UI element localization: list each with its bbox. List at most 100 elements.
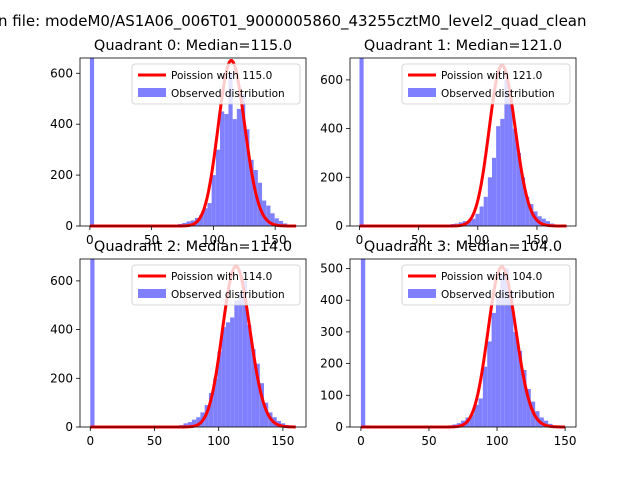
histogram-bar (241, 93, 246, 227)
subplot-3: Quadrant 3: Median=104.0 0 50 100 150 0 100 200… (320, 239, 576, 448)
histogram-bar (474, 404, 479, 427)
y-tick-label: 400 (320, 293, 343, 307)
y-tick-label: 200 (50, 168, 73, 182)
histogram-bar (525, 196, 530, 226)
legend-label-poisson: Poission with 114.0 (171, 271, 272, 283)
histogram-bar (495, 297, 501, 427)
histogram-bar (224, 114, 229, 226)
histogram-bar (213, 378, 218, 427)
legend-label-poisson: Poission with 104.0 (441, 271, 542, 283)
x-tick-label: 0 (86, 434, 94, 448)
legend-label-poisson: Poission with 121.0 (441, 70, 542, 82)
histogram-bar (264, 402, 269, 427)
histogram-bar (491, 157, 497, 226)
y-tick-label: 200 (320, 357, 343, 371)
histogram-bar (186, 221, 191, 226)
histogram-bar (207, 203, 212, 226)
histogram-bar (545, 221, 550, 226)
histogram-bar (217, 351, 222, 427)
histogram-bar (475, 213, 480, 226)
histogram-bar (516, 152, 521, 226)
subplot-0: Quadrant 0: Median=115.0 0 50 100 150 0 200 400… (50, 38, 307, 247)
y-tick-label: 400 (50, 323, 73, 337)
subplot-title: Quadrant 0: Median=115.0 (94, 38, 292, 54)
x-tick-label: 50 (411, 233, 426, 247)
histogram-bar (541, 218, 546, 226)
histogram-bar (247, 324, 252, 427)
legend-box (131, 264, 301, 306)
histogram-bar (359, 58, 364, 226)
histogram-bar (259, 383, 265, 427)
histogram-bar (487, 341, 492, 427)
x-tick-label: 0 (356, 233, 364, 247)
histogram-bar (504, 268, 510, 427)
subplot-title: Quadrant 1: Median=121.0 (364, 38, 562, 54)
x-tick-label: 0 (86, 233, 94, 247)
histogram-bar (251, 349, 256, 427)
x-tick-label: 50 (421, 434, 436, 448)
legend-label-observed: Observed distribution (171, 88, 285, 100)
histogram-bar (228, 73, 233, 226)
histogram-bar (230, 317, 235, 427)
legend-label-observed: Observed distribution (441, 88, 555, 100)
histogram-bar (471, 218, 476, 226)
histogram-bar (220, 111, 225, 226)
histogram-bar (529, 204, 534, 226)
histogram-bar (89, 58, 95, 226)
histogram-bar (526, 388, 531, 427)
histogram-bar (232, 119, 237, 226)
y-tick-label: 0 (65, 219, 73, 233)
x-tick-label: 100 (207, 434, 230, 448)
histogram-bar (238, 293, 243, 427)
histogram-bar (469, 414, 475, 427)
y-tick-label: 600 (50, 66, 73, 80)
legend-bar-swatch (138, 289, 166, 298)
histogram-bar (512, 128, 517, 226)
x-tick-label: 150 (525, 233, 548, 247)
histogram-bar (504, 79, 509, 226)
histogram-bar (208, 392, 214, 427)
histogram-bar (487, 177, 492, 226)
histogram-bar (483, 196, 488, 226)
y-tick-label: 400 (50, 117, 73, 131)
histogram-bar (255, 363, 260, 427)
histogram-bar (479, 206, 484, 226)
histogram-bar (508, 99, 513, 226)
histogram-bar (183, 423, 188, 427)
y-tick-label: 300 (320, 325, 343, 339)
histogram-bar (245, 129, 250, 226)
x-tick-label: 150 (271, 434, 294, 448)
histogram-bar (234, 300, 239, 427)
histogram-bar (266, 205, 271, 226)
y-tick-label: 100 (320, 388, 343, 402)
x-tick-label: 150 (554, 434, 577, 448)
figure-suptitle: n file: modeM0/AS1A06_006T01_9000005860_… (0, 12, 587, 31)
x-tick-label: 100 (202, 233, 225, 247)
histogram-bar (491, 312, 496, 427)
x-tick-label: 0 (357, 434, 365, 448)
legend-bar-swatch (408, 88, 436, 97)
histogram-bar (187, 422, 192, 427)
y-tick-label: 0 (335, 420, 343, 434)
histogram-bar (225, 322, 231, 427)
histogram-bar (249, 159, 254, 226)
legend-label-poisson: Poission with 115.0 (171, 70, 272, 82)
legend-label-observed: Observed distribution (441, 289, 555, 301)
legend-box (401, 63, 571, 105)
histogram-bar (262, 200, 267, 226)
histogram-bar (478, 398, 483, 427)
histogram-bar (191, 419, 197, 427)
y-tick-label: 200 (320, 170, 343, 184)
histogram-bar (203, 208, 208, 226)
legend-bar-swatch (408, 289, 436, 298)
x-tick-label: 100 (486, 434, 509, 448)
histogram-bar (221, 327, 226, 427)
y-tick-label: 500 (320, 262, 343, 276)
histogram-bar (496, 126, 501, 226)
axes-frame (349, 57, 577, 227)
y-tick-label: 600 (50, 274, 73, 288)
y-tick-label: 600 (320, 73, 343, 87)
y-tick-label: 200 (50, 371, 73, 385)
histogram-bar (520, 177, 526, 226)
histogram-bar (211, 175, 216, 226)
